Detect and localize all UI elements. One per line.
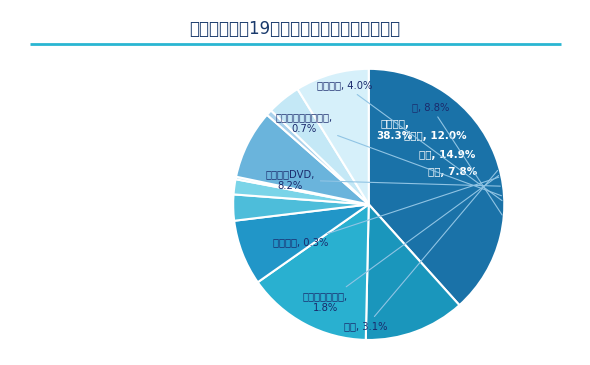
Text: 炊事, 7.8%: 炊事, 7.8% — [428, 168, 477, 177]
Text: エアコン,
38.3%: エアコン, 38.3% — [376, 119, 412, 141]
Wedge shape — [235, 177, 369, 204]
Text: テレビ・DVD,
8.2%: テレビ・DVD, 8.2% — [266, 169, 500, 191]
Wedge shape — [233, 195, 369, 221]
Wedge shape — [236, 115, 369, 204]
Text: 給湯, 3.1%: 給湯, 3.1% — [345, 170, 497, 331]
Wedge shape — [267, 111, 369, 204]
Wedge shape — [258, 204, 369, 340]
Text: 他, 8.8%: 他, 8.8% — [412, 102, 502, 215]
Text: 待機電力, 4.0%: 待機電力, 4.0% — [317, 80, 502, 201]
Wedge shape — [297, 69, 369, 204]
Text: 冷蔵庫, 12.0%: 冷蔵庫, 12.0% — [404, 131, 466, 142]
Wedge shape — [271, 89, 369, 204]
Wedge shape — [366, 204, 460, 340]
Text: 夏の点灯帯（19時頃）の電気の使用割合の例: 夏の点灯帯（19時頃）の電気の使用割合の例 — [189, 20, 401, 38]
Text: 照明, 14.9%: 照明, 14.9% — [418, 150, 475, 160]
Wedge shape — [369, 69, 504, 305]
Text: パソコン・ルーター,
0.7%: パソコン・ルーター, 0.7% — [275, 112, 502, 196]
Text: 洗濯機・乾燥機,
1.8%: 洗濯機・乾燥機, 1.8% — [303, 176, 499, 313]
Text: 温水便座, 0.3%: 温水便座, 0.3% — [273, 177, 499, 247]
Wedge shape — [234, 179, 369, 204]
Wedge shape — [234, 204, 369, 282]
